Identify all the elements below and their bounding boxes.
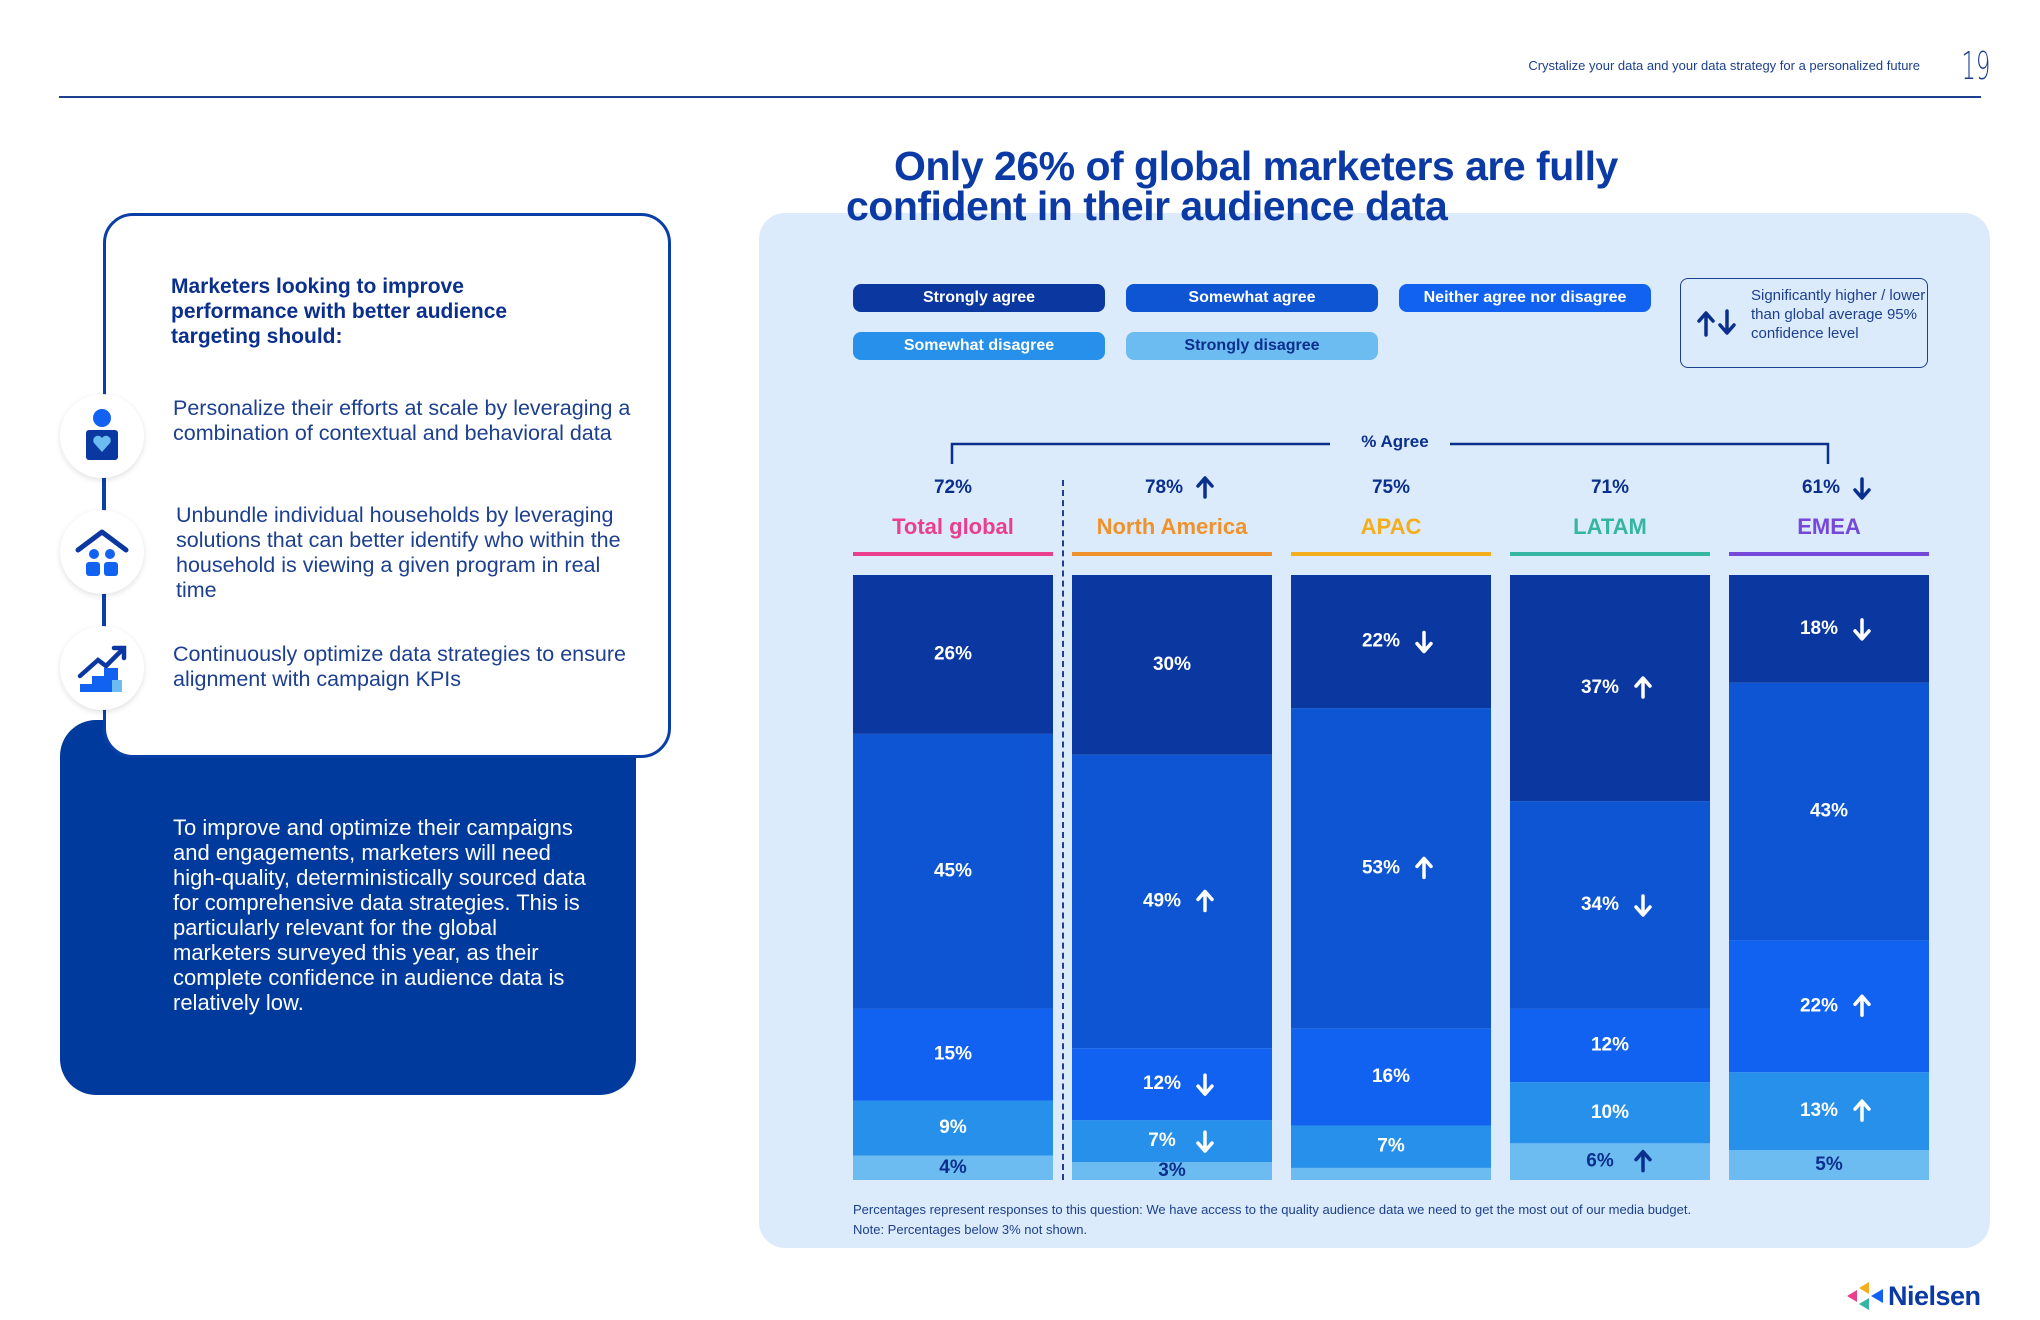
summary-text: To improve and optimize their campaigns … [173, 815, 586, 1015]
tip-unbundle: Unbundle individual households by levera… [176, 503, 621, 602]
up-down-arrows-icon [1697, 309, 1736, 337]
chart-title: Only 26% of global marketers are fully c… [846, 143, 1746, 229]
header-rule [59, 96, 1981, 98]
agree-label: % Agree [1361, 432, 1429, 451]
legend-neither: Neither agree nor disagree [1399, 284, 1651, 312]
chart-title-line-1: Only 26% of global marketers are fully [894, 143, 1618, 189]
tip-optimize: Continuously optimize data strategies to… [173, 642, 626, 691]
footnote-note: Note: Percentages below 3% not shown. [853, 1222, 1088, 1237]
total-divider [1062, 480, 1064, 1180]
growth-stairs-icon [60, 626, 144, 710]
person-heart-icon [60, 394, 144, 478]
nielsen-logo-text: Nielsen [1888, 1281, 1981, 1311]
recommendations-heading: Marketers looking to improve performance… [171, 275, 508, 348]
summary-card [60, 720, 636, 1095]
significance-legend-text: Significantly higher / lower than global… [1751, 287, 1926, 342]
agree-bracket [950, 442, 1830, 464]
page-number: 19 [1960, 44, 1990, 88]
legend-somewhat-agree: Somewhat agree [1126, 284, 1378, 312]
footnote-question: Percentages represent responses to this … [853, 1202, 1692, 1217]
legend-strongly-disagree: Strongly disagree [1126, 332, 1378, 360]
chart-panel [759, 213, 1990, 1248]
recommendations-card [103, 213, 671, 758]
tip-personalize: Personalize their efforts at scale by le… [173, 396, 631, 445]
legend-strongly-agree: Strongly agree [853, 284, 1105, 312]
nielsen-logo [1847, 1282, 1883, 1310]
legend-somewhat-disagree: Somewhat disagree [853, 332, 1105, 360]
household-icon [60, 510, 144, 594]
significance-legend [1680, 278, 1928, 368]
chart-title-line-2: confident in their audience data [846, 183, 1448, 229]
header-text: Crystalize your data and your data strat… [1528, 58, 1920, 73]
